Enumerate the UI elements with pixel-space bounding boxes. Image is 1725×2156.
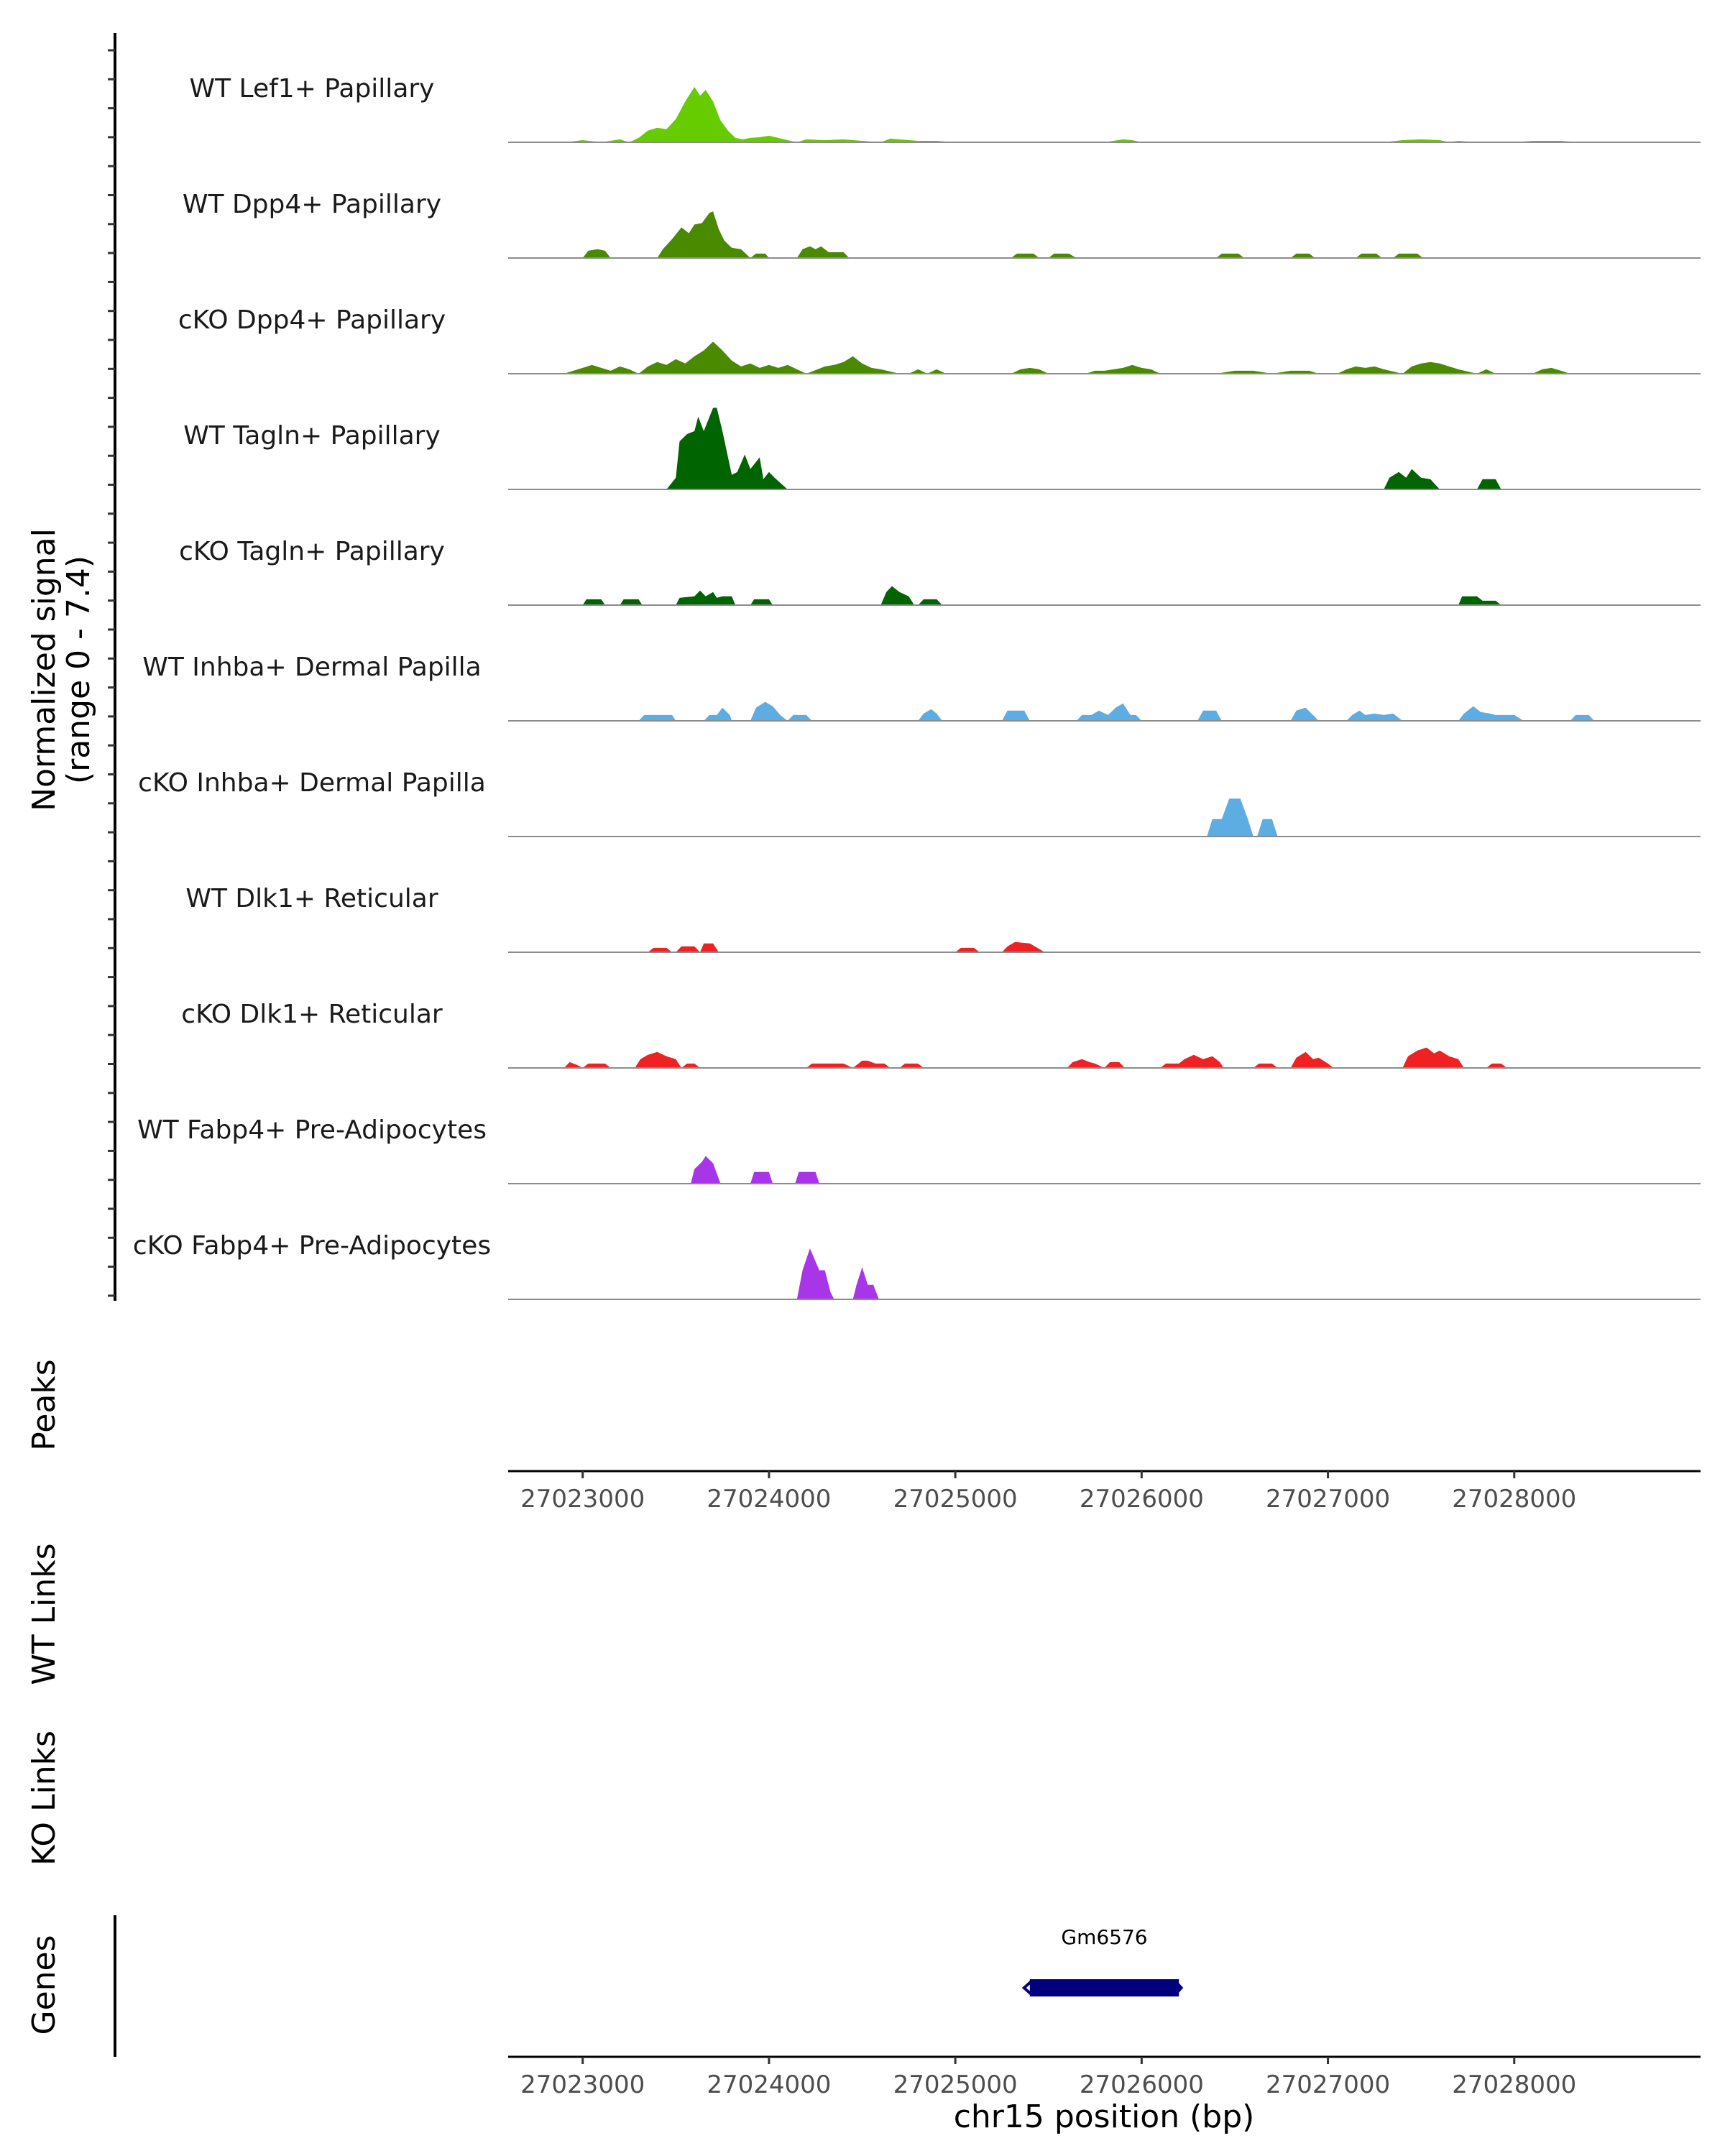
x-tick-label: 27028000 — [1452, 1485, 1576, 1514]
track-label: WT Dlk1+ Reticular — [185, 884, 438, 913]
track-label: cKO Tagln+ Papillary — [179, 537, 445, 566]
coverage-track: WT Tagln+ Papillary — [183, 407, 1701, 490]
y-axis-range-label: (range 0 - 7.4) — [60, 556, 97, 784]
coverage-track: cKO Fabp4+ Pre-Adipocytes — [133, 1231, 1701, 1300]
x-tick-label: 27023000 — [520, 2070, 645, 2099]
genes-track-label: Genes — [26, 1935, 63, 2035]
coverage-track: cKO Inhba+ Dermal Papilla — [138, 768, 1701, 837]
x-tick-label: 27026000 — [1080, 2070, 1204, 2099]
track-label: WT Lef1+ Papillary — [190, 74, 435, 103]
coverage-track: WT Dlk1+ Reticular — [185, 884, 1701, 953]
x-tick-label: 27025000 — [893, 2070, 1018, 2099]
ko-links-track-label: KO Links — [26, 1731, 63, 1866]
x-tick-label: 27023000 — [520, 1485, 645, 1514]
track-label: cKO Dpp4+ Papillary — [178, 305, 446, 335]
gene-body — [1029, 1979, 1179, 1996]
signal-y-ticks — [108, 49, 115, 1297]
track-label: WT Inhba+ Dermal Papilla — [142, 653, 481, 682]
coverage-area — [648, 941, 1045, 952]
wt-links-track-label: WT Links — [26, 1543, 63, 1685]
coverage-area — [564, 87, 1580, 142]
peaks-track-label: Peaks — [26, 1359, 63, 1450]
coverage-area — [1207, 798, 1278, 837]
coverage-area — [691, 1156, 819, 1184]
x-tick-label: 27024000 — [707, 1485, 831, 1514]
wt-links-track: WT Links — [26, 1543, 63, 1685]
track-label: cKO Dlk1+ Reticular — [181, 1000, 443, 1029]
x-tick-label: 27026000 — [1080, 1485, 1204, 1514]
coverage-track: cKO Tagln+ Papillary — [179, 537, 1701, 606]
x-tick-label: 27027000 — [1266, 2070, 1390, 2099]
coverage-track: cKO Dlk1+ Reticular — [181, 1000, 1701, 1069]
coverage-area — [582, 211, 1423, 258]
coverage-area — [796, 1248, 879, 1299]
gene-strand-arrow — [1021, 1980, 1033, 1996]
track-label: cKO Inhba+ Dermal Papilla — [138, 768, 486, 798]
coverage-track: cKO Dpp4+ Papillary — [178, 305, 1701, 374]
coverage-track: WT Fabp4+ Pre-Adipocytes — [137, 1115, 1701, 1184]
gene-label: Gm6576 — [1061, 1925, 1147, 1949]
genes-track: Genes Gm6576 27023000 27024000 27025000 270… — [26, 1915, 1701, 2135]
x-tick-label: 27027000 — [1266, 1485, 1390, 1514]
x-tick-label: 27025000 — [893, 1485, 1018, 1514]
track-label: WT Fabp4+ Pre-Adipocytes — [137, 1115, 487, 1145]
coverage-area — [666, 407, 1501, 489]
gene-annotations: Gm6576 — [1021, 1925, 1184, 1996]
peaks-x-ticks: 27023000 27024000 27025000 27026000 27027000… — [520, 1471, 1576, 1514]
coverage-tracks: WT Lef1+ Papillary WT Dpp4+ Papillary cKO … — [133, 74, 1701, 1300]
coverage-track: WT Dpp4+ Papillary — [183, 190, 1701, 259]
gene-end-cap — [1177, 1981, 1184, 1994]
y-axis-label: Normalized signal — [26, 528, 63, 811]
genes-x-ticks: 27023000 27024000 27025000 27026000 27027000… — [520, 2057, 1576, 2099]
track-label: cKO Fabp4+ Pre-Adipocytes — [133, 1231, 491, 1261]
peaks-track: Peaks 27023000 27024000 27025000 27026000 27… — [26, 1359, 1701, 1514]
track-label: WT Dpp4+ Papillary — [183, 190, 441, 219]
coverage-track: WT Lef1+ Papillary — [190, 74, 1701, 143]
coverage-track: WT Inhba+ Dermal Papilla — [142, 653, 1701, 722]
signal-y-axis: Normalized signal (range 0 - 7.4) — [26, 33, 116, 1301]
track-label: WT Tagln+ Papillary — [183, 421, 441, 451]
x-tick-label: 27028000 — [1452, 2070, 1576, 2099]
x-axis-label: chr15 position (bp) — [954, 2099, 1255, 2135]
ko-links-track: KO Links — [26, 1731, 63, 1866]
coverage-area — [564, 1047, 1507, 1068]
coverage-area — [564, 341, 1570, 374]
x-tick-label: 27024000 — [707, 2070, 831, 2099]
coverage-area — [638, 701, 1595, 721]
